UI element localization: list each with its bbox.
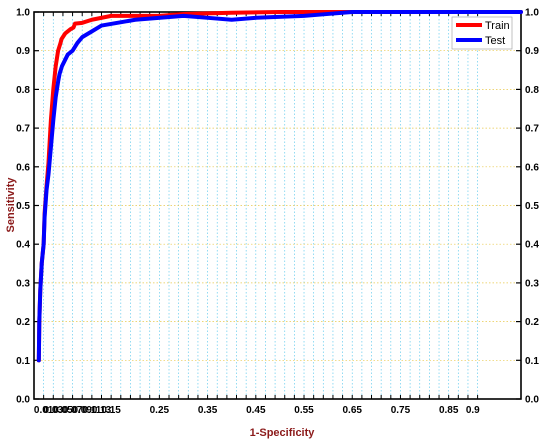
x-tick-label-2: 0.05 (53, 405, 73, 416)
grid (34, 12, 521, 399)
y-tick-label-right-3: 0.3 (525, 278, 539, 289)
y-tick-label-left-5: 0.5 (16, 201, 30, 212)
y-tick-label-right-0: 0.0 (525, 395, 539, 406)
y-axis-title: Sensitivity (5, 177, 17, 233)
y-tick-label-right-4: 0.4 (525, 240, 539, 251)
x-tick-label-11: 0.55 (294, 405, 314, 416)
y-tick-label-right-1: 0.1 (525, 356, 539, 367)
x-tick-label-13: 0.75 (391, 405, 411, 416)
y-tick-label-right-5: 0.5 (525, 201, 539, 212)
y-tick-label-left-7: 0.7 (16, 124, 30, 135)
y-tick-label-left-0: 0.0 (16, 395, 30, 406)
y-tick-label-right-7: 0.7 (525, 124, 539, 135)
y-tick-label-right-6: 0.6 (525, 162, 539, 173)
y-tick-label-left-1: 0.1 (16, 356, 30, 367)
y-tick-label-left-9: 0.9 (16, 46, 30, 57)
x-tick-label-12: 0.65 (343, 405, 363, 416)
x-tick-label-15: 0.9 (466, 405, 480, 416)
x-tick-label-4: 0.09 (72, 405, 92, 416)
legend-box (451, 16, 513, 50)
y-tick-label-left-8: 0.8 (16, 85, 30, 96)
x-tick-label-5: 0.11 (82, 405, 101, 416)
y-tick-label-left-3: 0.3 (16, 278, 30, 289)
x-tick-label-10: 0.45 (246, 405, 266, 416)
legend-label-test: Test (485, 35, 505, 47)
y-tick-label-left-10: 1.0 (16, 8, 30, 19)
x-tick-label-1: 0.03 (44, 405, 64, 416)
x-tick-label-3: 0.07 (63, 405, 83, 416)
y-tick-label-left-2: 0.2 (16, 317, 30, 328)
y-tick-label-right-2: 0.2 (525, 317, 539, 328)
x-axis-title: 1-Specificity (250, 427, 316, 439)
y-tick-label-right-9: 0.9 (525, 46, 539, 57)
y-tick-label-left-6: 0.6 (16, 162, 30, 173)
tick-labels: 0.0 0.0 0.1 0.1 0.2 0.2 0.3 0.3 0.4 0.4 0.5 0.5 0.6 0… (16, 8, 539, 417)
x-tick-label-14: 0.85 (439, 405, 459, 416)
legend: Train Test (451, 16, 513, 50)
y-tick-label-right-8: 0.8 (525, 85, 539, 96)
x-tick-label-7: 0.15 (101, 405, 121, 416)
series (36, 10, 523, 363)
x-tick-label-0: 0.01 (34, 405, 54, 416)
x-tick-label-8: 0.25 (150, 405, 170, 416)
series-line-test (36, 10, 523, 363)
y-tick-label-left-4: 0.4 (16, 240, 30, 251)
legend-label-train: Train (485, 20, 510, 32)
x-tick-label-6: 0.13 (92, 405, 112, 416)
y-tick-label-right-10: 1.0 (525, 8, 539, 19)
x-tick-label-9: 0.35 (198, 405, 218, 416)
